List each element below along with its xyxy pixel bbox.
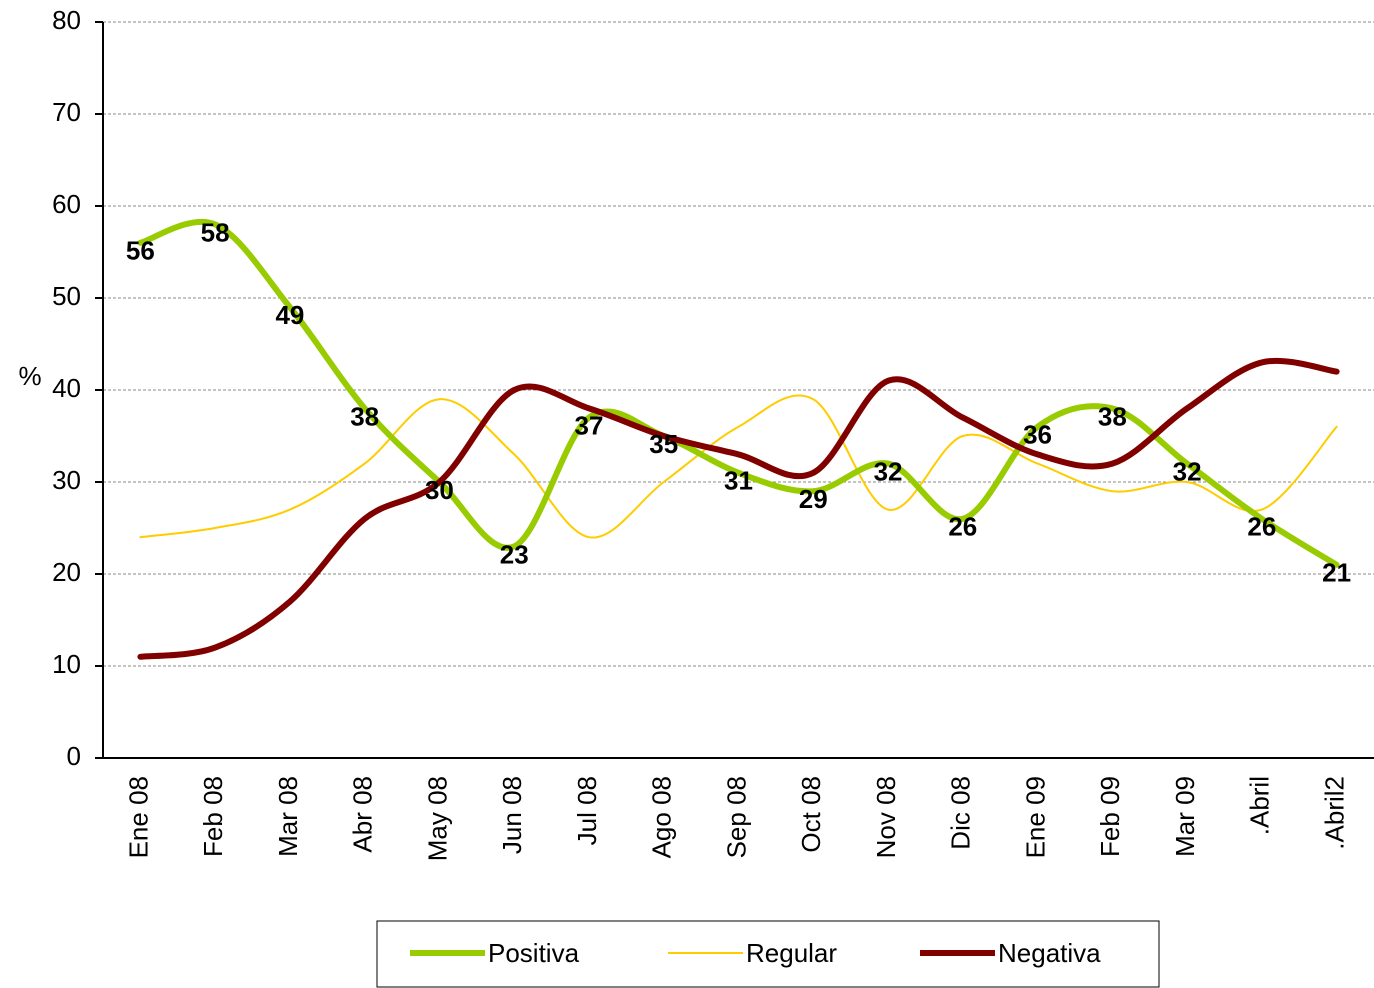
y-tick-label: 50	[52, 281, 81, 311]
x-tick-label: .Abril	[1245, 776, 1275, 835]
data-label: 26	[1247, 512, 1276, 542]
data-label: 31	[724, 466, 753, 496]
legend-box	[376, 920, 1160, 988]
x-tick-label: Jun 08	[497, 776, 527, 854]
x-tick-label: Feb 09	[1095, 776, 1125, 857]
x-tick-label: Feb 08	[198, 776, 228, 857]
data-label: 21	[1322, 558, 1351, 588]
x-tick-label: Abr 08	[348, 776, 378, 853]
x-tick-label: Mar 09	[1170, 776, 1200, 857]
series-line	[139, 394, 1338, 539]
x-tick-label: Sep 08	[721, 776, 751, 858]
x-tick-label: Dic 08	[946, 776, 976, 850]
data-label: 30	[425, 475, 454, 505]
y-tick-label: 60	[52, 189, 81, 219]
data-label: 29	[799, 484, 828, 514]
x-tick-label: May 08	[422, 776, 452, 861]
x-tick-label: Nov 08	[871, 776, 901, 858]
y-axis-label: %	[18, 361, 41, 391]
data-label: 35	[649, 429, 678, 459]
data-label: 58	[201, 217, 230, 247]
data-label: 23	[500, 539, 529, 569]
series-line	[137, 218, 1340, 568]
data-label: 36	[1023, 420, 1052, 450]
x-tick-label: Jul 08	[572, 776, 602, 845]
data-label: 26	[948, 512, 977, 542]
legend-label: Positiva	[488, 938, 580, 968]
series-line	[137, 357, 1340, 660]
y-tick-label: 80	[52, 5, 81, 35]
data-label: 38	[350, 401, 379, 431]
y-tick-label: 40	[52, 373, 81, 403]
x-tick-label: Ene 09	[1020, 776, 1050, 858]
data-label: 32	[1173, 456, 1202, 486]
data-label: 49	[275, 300, 304, 330]
data-label: 32	[874, 456, 903, 486]
data-label: 38	[1098, 401, 1127, 431]
y-tick-label: 70	[52, 97, 81, 127]
x-tick-label: Ago 08	[647, 776, 677, 858]
x-tick-label: Ene 08	[123, 776, 153, 858]
legend-label: Regular	[746, 938, 837, 968]
y-tick-label: 20	[52, 557, 81, 587]
data-label: 37	[575, 410, 604, 440]
x-tick-label: Oct 08	[796, 776, 826, 853]
y-tick-label: 10	[52, 649, 81, 679]
legend-label: Negativa	[998, 938, 1101, 968]
x-tick-label: .Abril2	[1319, 776, 1349, 850]
y-tick-label: 30	[52, 465, 81, 495]
data-label: 56	[126, 236, 155, 266]
x-tick-label: Mar 08	[273, 776, 303, 857]
y-tick-label: 0	[67, 741, 81, 771]
